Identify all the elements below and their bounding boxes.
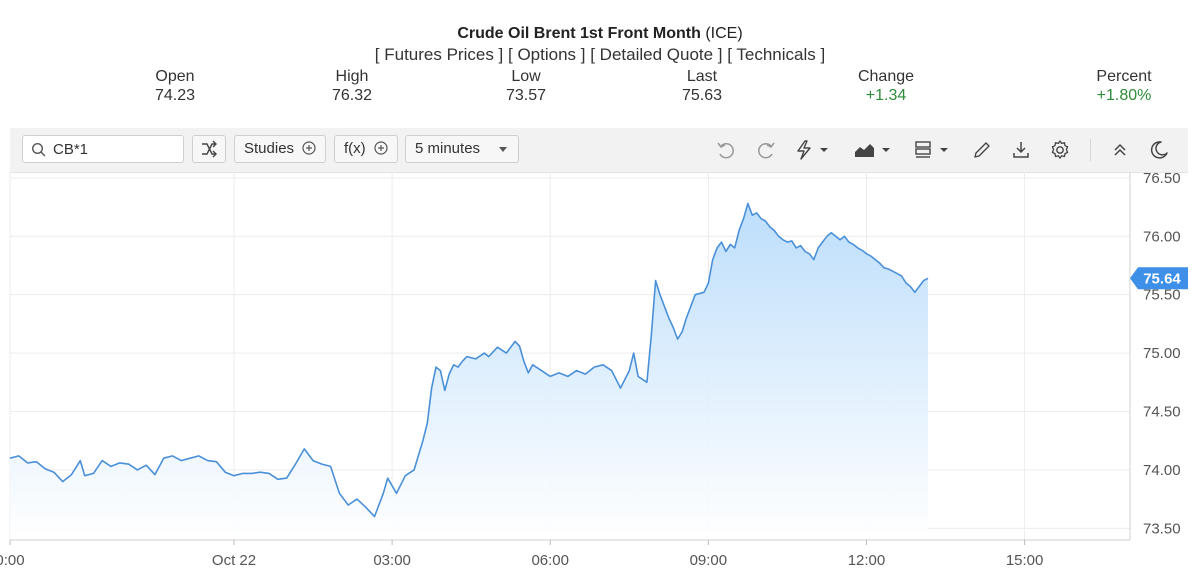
search-icon <box>31 142 46 157</box>
layout-icon[interactable] <box>912 138 954 162</box>
link-detailed-quote[interactable]: Detailed Quote <box>599 45 714 64</box>
functions-button[interactable]: f(x) <box>334 135 398 163</box>
quote-label: Change <box>857 68 915 85</box>
x-tick-label: 15:00 <box>1006 552 1044 569</box>
quote-label: Percent <box>1096 68 1152 85</box>
y-axis-ticks: 73.50 74.00 74.50 75.00 75.50 76.00 76.50 <box>1143 170 1181 537</box>
link-technicals[interactable]: Technicals <box>736 45 816 64</box>
quote-last: Last 75.63 <box>642 67 762 105</box>
interval-select[interactable]: 5 minutes <box>405 135 519 163</box>
chart-toolbar: Studies f(x) 5 minutes <box>10 128 1188 173</box>
quote-value: +1.34 <box>865 87 907 104</box>
studies-button[interactable]: Studies <box>234 135 327 163</box>
x-tick-label: 06:00 <box>531 552 569 569</box>
flash-icon[interactable] <box>792 138 832 162</box>
quote-low: Low 73.57 <box>466 67 586 105</box>
quote-value: +1.80% <box>1096 87 1152 104</box>
quote-label: High <box>335 68 369 85</box>
link-futures-prices[interactable]: Futures Prices <box>384 45 494 64</box>
studies-label: Studies <box>244 140 295 157</box>
price-chart-svg[interactable]: 73.50 74.00 74.50 75.00 75.50 76.00 76.50 0:00… <box>0 170 1200 574</box>
undo-icon[interactable] <box>714 138 738 162</box>
compare-button[interactable] <box>192 135 226 163</box>
area-chart-icon[interactable] <box>852 138 894 162</box>
last-price-marker <box>1130 267 1188 290</box>
quote-header: Crude Oil Brent 1st Front Month (ICE) [ … <box>0 0 1200 126</box>
moon-icon[interactable] <box>1147 138 1171 162</box>
fx-label: f(x) <box>344 140 366 157</box>
toolbar-divider <box>1090 139 1091 161</box>
last-price-badge: 75.64 <box>1130 267 1188 290</box>
symbol-input[interactable] <box>53 140 178 158</box>
quote-value: 75.63 <box>681 87 723 104</box>
gear-icon[interactable] <box>1048 138 1072 162</box>
y-tick-label: 73.50 <box>1143 520 1181 537</box>
quote-percent: Percent +1.80% <box>1064 67 1184 105</box>
download-icon[interactable] <box>1009 138 1033 162</box>
y-tick-label: 76.50 <box>1143 172 1181 187</box>
plus-circle-icon <box>302 141 316 155</box>
caret-down-icon <box>499 147 507 152</box>
exchange-label: (ICE) <box>705 25 743 42</box>
quote-high: High 76.32 <box>292 67 412 105</box>
symbol-search[interactable] <box>22 135 184 163</box>
redo-icon[interactable] <box>754 138 778 162</box>
quote-links: [ Futures Prices ] [ Options ] [ Detaile… <box>374 45 826 64</box>
price-area <box>10 203 928 540</box>
pencil-icon[interactable] <box>970 138 994 162</box>
quote-label: Last <box>686 68 718 85</box>
x-tick-label: 09:00 <box>690 552 728 569</box>
quote-change: Change +1.34 <box>826 67 946 105</box>
y-tick-label: 74.50 <box>1143 403 1181 420</box>
y-tick-label: 76.00 <box>1143 228 1181 245</box>
link-options[interactable]: Options <box>517 45 577 64</box>
shuffle-icon <box>202 140 217 158</box>
quote-value: 74.23 <box>154 87 196 104</box>
price-line <box>9 202 929 518</box>
collapse-icon[interactable] <box>1108 138 1132 162</box>
y-tick-label: 74.00 <box>1143 462 1181 479</box>
quote-value: 76.32 <box>331 87 373 104</box>
instrument-name: Crude Oil Brent 1st Front Month <box>457 25 701 42</box>
quote-open: Open 74.23 <box>115 67 235 105</box>
y-tick-label: 75.50 <box>1143 287 1181 304</box>
x-tick-label: Oct 22 <box>212 552 256 569</box>
quote-label: Open <box>155 68 195 85</box>
y-tick-label: 75.00 <box>1143 345 1181 362</box>
quote-label: Low <box>511 68 541 85</box>
instrument-title: Crude Oil Brent 1st Front Month (ICE) <box>0 24 1200 44</box>
last-price-label: 75.64 <box>1143 270 1181 287</box>
price-chart[interactable]: 73.50 74.00 74.50 75.00 75.50 76.00 76.50 0:00… <box>0 170 1200 574</box>
interval-label: 5 minutes <box>415 140 481 157</box>
plus-circle-icon <box>374 141 388 155</box>
quote-value: 73.57 <box>505 87 547 104</box>
x-tick-label: 0:00 <box>0 552 25 569</box>
x-tick-label: 12:00 <box>848 552 886 569</box>
x-tick-label: 03:00 <box>373 552 411 569</box>
x-axis-ticks: 0:00 Oct 22 03:00 06:00 09:00 12:00 15:00 <box>0 540 1043 569</box>
